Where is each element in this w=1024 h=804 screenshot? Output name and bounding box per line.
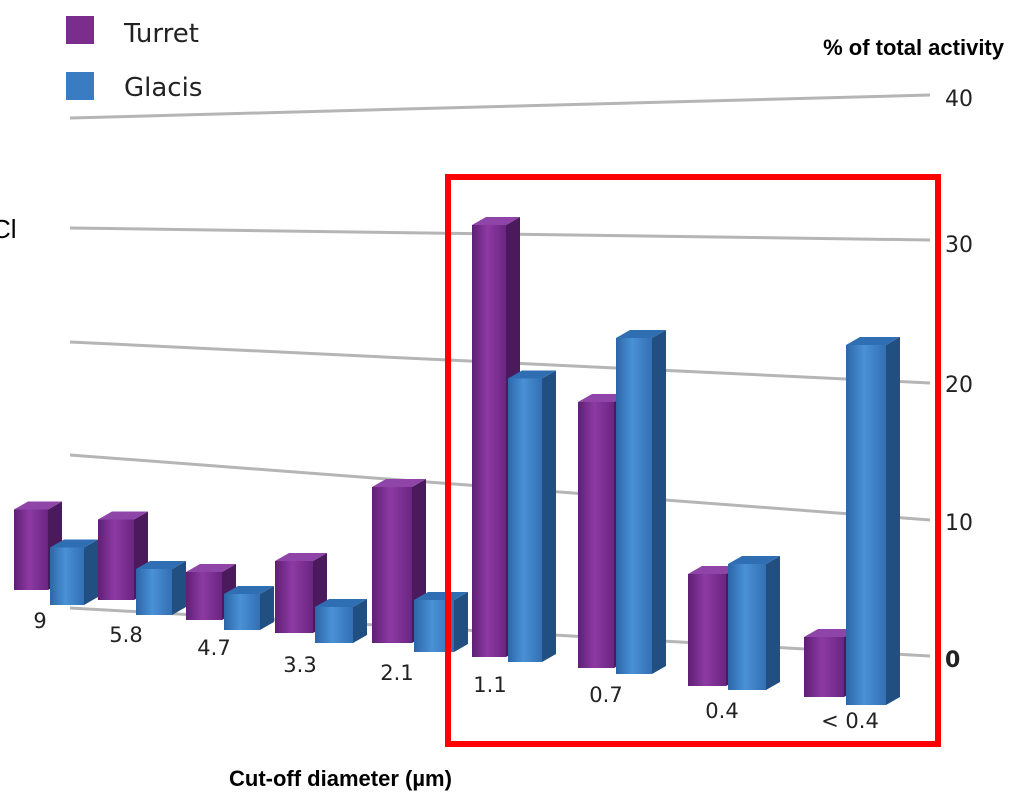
cropped-text: Cl [0,214,17,244]
x-category-label: 0.4 [705,699,738,723]
x-axis-title: Cut-off diameter (µm) [229,766,452,791]
y-tick-label: 30 [945,233,973,258]
bar-glacis [136,561,186,615]
y-axis-title: % of total activity [823,35,1005,60]
bar-glacis [616,330,666,674]
x-category-label: < 0.4 [821,709,879,733]
y-axis-ticks: 0 10 20 30 40 [945,87,973,673]
legend-swatch-glacis [66,72,94,100]
y-tick-label: 20 [945,373,973,398]
bar-glacis [846,337,900,705]
y-tick-label: 0 [945,648,960,673]
bar-glacis [728,556,780,690]
x-category-label: 0.7 [589,683,622,707]
legend: Turret Glacis [66,16,202,103]
y-tick-label: 40 [945,87,973,112]
bar-glacis [50,540,98,606]
y-tick-label: 10 [945,511,973,536]
x-category-label: 3.3 [283,653,316,677]
legend-swatch-turret [66,16,94,44]
x-category-label: 4.7 [197,636,230,660]
legend-label-glacis: Glacis [124,73,202,103]
bar-glacis [315,599,367,643]
x-category-label: 9 [33,609,46,633]
bar-glacis [508,371,556,663]
x-category-label: 5.8 [109,623,142,647]
legend-label-turret: Turret [123,19,199,49]
bar-glacis [224,586,274,630]
x-category-label: 1.1 [473,673,506,697]
x-category-label: 2.1 [380,661,413,685]
bar-glacis [414,592,468,652]
